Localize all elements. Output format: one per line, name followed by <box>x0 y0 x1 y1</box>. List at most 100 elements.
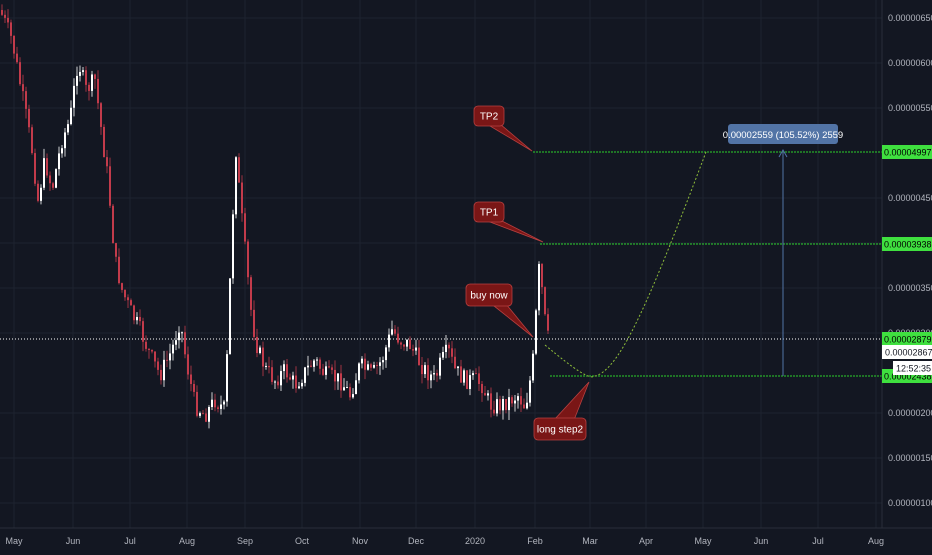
callout-tp1[interactable]: TP1 <box>473 201 544 243</box>
x-tick-label: May <box>694 536 712 546</box>
x-axis[interactable]: May Jun Jul Aug Sep Oct Nov Dec 2020 Feb Mar Apr May… <box>0 527 932 546</box>
candle-body <box>262 347 264 367</box>
projection-curve <box>544 151 707 378</box>
candle-body <box>235 157 237 215</box>
x-tick-label: Dec <box>408 536 425 546</box>
price-level-label: 0.00002879 <box>884 335 932 345</box>
callout-box <box>473 105 505 127</box>
candle-body <box>7 17 9 23</box>
candle-body <box>10 22 12 36</box>
candle-body <box>151 349 153 352</box>
candle-body <box>499 399 501 411</box>
candle-body <box>91 74 93 91</box>
candle-body <box>130 300 132 306</box>
candle-body <box>238 157 240 183</box>
candle-body <box>319 359 321 369</box>
candle-body <box>73 85 75 108</box>
candle-body <box>247 241 249 278</box>
candle-body <box>67 124 69 133</box>
callout-pointer <box>488 123 533 152</box>
candle-body <box>472 373 474 376</box>
candle-body <box>463 370 465 383</box>
candle-body <box>442 352 444 358</box>
candle-body <box>214 399 216 408</box>
y-tick-label: 0.00000350 <box>888 283 932 293</box>
candle-body <box>205 413 207 422</box>
candle-body <box>85 70 87 85</box>
callout-tp2[interactable]: TP2 <box>473 105 533 152</box>
candle-body <box>139 316 141 322</box>
candle-body <box>133 305 135 321</box>
candle-body <box>274 381 276 383</box>
candle-body <box>79 71 81 76</box>
candle-body <box>520 396 522 405</box>
x-tick-label: 2020 <box>465 536 485 546</box>
candle-body <box>490 393 492 410</box>
candle-body <box>448 344 450 349</box>
candle-body <box>334 369 336 382</box>
candle-body <box>250 277 252 310</box>
candle-body <box>169 353 171 361</box>
candle-body <box>385 347 387 361</box>
candle-body <box>178 332 180 341</box>
callout-buy[interactable]: buy now <box>465 283 534 338</box>
price-level-label: 0.00002438 <box>884 372 932 382</box>
candle-body <box>388 334 390 348</box>
candle-body <box>337 373 339 382</box>
y-axis[interactable]: 0.00000650 0.00000600 0.00000550 0.00000450… <box>881 0 932 528</box>
candle-body <box>253 309 255 337</box>
candle-body <box>304 367 306 383</box>
callout-step2[interactable]: long step2 <box>533 381 590 441</box>
x-tick-label: Feb <box>527 536 543 546</box>
countdown-label: 12:52:35 <box>896 364 931 374</box>
candle-body <box>25 91 27 109</box>
candle-body <box>541 264 543 288</box>
candle-body <box>514 400 516 404</box>
candle-body <box>358 363 360 381</box>
candle-body <box>157 361 159 370</box>
svg-text:0.00002559 (105.52%) 2559: 0.00002559 (105.52%) 2559 <box>723 130 843 141</box>
x-tick-label: Jul <box>124 536 136 546</box>
y-tick-label: 0.00000150 <box>888 453 932 463</box>
candle-body <box>529 380 531 403</box>
candle-body <box>1 10 3 15</box>
candle-body <box>127 297 129 301</box>
candle-body <box>97 78 99 104</box>
candle-body <box>154 351 156 362</box>
candle-body <box>280 371 282 386</box>
candle-body <box>181 332 183 334</box>
candle-body <box>316 359 318 361</box>
candle-body <box>202 413 204 415</box>
measure-label[interactable]: 0.00002559 (105.52%) 2559 <box>723 124 843 144</box>
candle-body <box>406 339 408 347</box>
candle-body <box>424 365 426 375</box>
x-tick-label: May <box>5 536 23 546</box>
candle-body <box>430 374 432 381</box>
candle-body <box>352 394 354 398</box>
candle-body <box>124 289 126 298</box>
candle-body <box>109 166 111 206</box>
candle-body <box>322 368 324 375</box>
candle-body <box>301 382 303 387</box>
callout-text: long step2 <box>537 425 584 436</box>
candle-body <box>58 153 60 170</box>
candle-body <box>232 214 234 279</box>
candle-body <box>469 375 471 389</box>
candle-body <box>349 387 351 398</box>
candle-body <box>115 243 117 257</box>
candle-body <box>286 364 288 378</box>
candle-body <box>457 366 459 369</box>
candle-body <box>295 375 297 389</box>
candle-body <box>172 344 174 354</box>
candle-body <box>313 360 315 367</box>
candle-body <box>376 365 378 367</box>
candle-body <box>382 360 384 363</box>
callout-text: TP1 <box>480 208 499 219</box>
candle-body <box>28 108 30 128</box>
candle-body <box>511 397 513 404</box>
candle-body <box>523 404 525 409</box>
x-tick-label: Aug <box>868 536 884 546</box>
current-price-badge <box>882 345 932 359</box>
